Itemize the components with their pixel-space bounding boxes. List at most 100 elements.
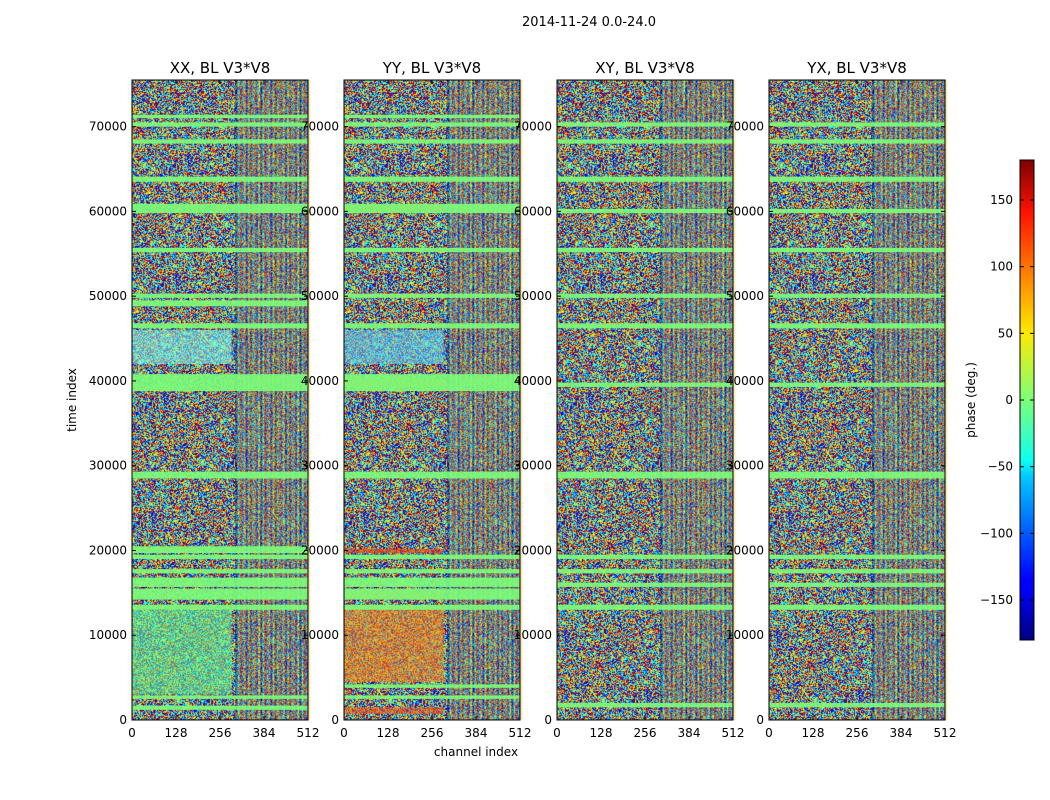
fringe-stripe	[921, 80, 925, 720]
fringe-stripe	[506, 80, 510, 720]
flagged-band	[769, 247, 945, 253]
fringe-stripe	[290, 80, 294, 720]
flagged-band	[132, 471, 308, 479]
fringe-stripe	[709, 80, 713, 720]
flagged-band	[769, 604, 945, 610]
fringe-stripe	[471, 80, 475, 720]
fringe-stripe	[874, 80, 878, 720]
fringe-stripe	[268, 80, 272, 720]
fringe-stripe	[303, 80, 307, 720]
fringe-stripe	[237, 80, 241, 720]
panels: XX, BL V3*V8 0 128 256 384 512 0 10000 20000 3000…	[89, 59, 957, 740]
colorbar-tick-label: 50	[998, 326, 1013, 340]
fringe-stripe	[917, 80, 921, 720]
fringe-stripe	[730, 80, 734, 720]
fringe-stripe	[274, 80, 278, 720]
y-tick-label: 40000	[89, 374, 127, 388]
flagged-band	[769, 139, 945, 144]
flagged-band	[557, 323, 733, 329]
fringe-stripe	[732, 80, 736, 720]
fringe-stripe	[713, 80, 717, 720]
flagged-band	[557, 208, 733, 214]
flagged-band	[769, 323, 945, 329]
flagged-band	[769, 569, 945, 574]
y-tick-label: 0	[756, 713, 764, 727]
flagged-band	[769, 382, 945, 387]
panel-yx: YX, BL V3*V8 0 128 256 384 512 0 10000 20000 3000…	[726, 59, 957, 740]
fringe-stripe	[294, 80, 298, 720]
y-tick-label: 40000	[514, 374, 552, 388]
x-tick-label: 256	[634, 726, 657, 740]
fringe-stripe	[247, 80, 251, 720]
phase-band	[344, 330, 444, 364]
y-tick-label: 30000	[89, 459, 127, 473]
fringe-stripe	[711, 80, 715, 720]
fringe-stripe	[278, 80, 282, 720]
flagged-band	[557, 382, 733, 387]
flagged-band	[769, 582, 945, 587]
y-tick-label: 50000	[726, 289, 764, 303]
flagged-band	[344, 569, 520, 574]
fringe-stripe	[672, 80, 676, 720]
colorbar-tick-label: 100	[990, 260, 1013, 274]
fringe-stripe	[465, 80, 469, 720]
flagged-band	[344, 554, 520, 559]
fringe-stripe	[266, 80, 270, 720]
fringe-stripe	[915, 80, 919, 720]
flagged-band	[344, 247, 520, 253]
fringe-stripe	[901, 80, 904, 720]
y-tick-label: 60000	[301, 204, 339, 218]
phase-band	[344, 707, 444, 715]
fringe-stripe	[684, 80, 688, 720]
fringe-stripe	[473, 80, 477, 720]
y-tick-label: 50000	[514, 289, 552, 303]
y-tick-label: 0	[331, 713, 339, 727]
fringe-stripe	[929, 80, 933, 720]
flagged-band	[557, 582, 733, 587]
flagged-band	[557, 604, 733, 610]
fringe-stripe	[707, 80, 711, 720]
fringe-stripe	[492, 80, 496, 720]
flagged-band	[344, 695, 520, 699]
fringe-stripe	[297, 80, 300, 720]
fringe-stripe	[453, 80, 457, 720]
fringe-stripe	[494, 80, 498, 720]
y-tick-label: 30000	[726, 459, 764, 473]
fringe-stripe	[686, 80, 690, 720]
fringe-stripe	[905, 80, 909, 720]
fringe-stripe	[502, 80, 506, 720]
x-tick-label: 384	[890, 726, 913, 740]
fringe-stripe	[488, 80, 492, 720]
flagged-band	[132, 300, 308, 307]
flagged-band	[769, 703, 945, 708]
flagged-band	[344, 323, 520, 329]
y-tick-label: 0	[119, 713, 127, 727]
fringe-stripe	[676, 80, 680, 720]
fringe-stripe	[484, 80, 488, 720]
y-tick-label: 70000	[301, 120, 339, 134]
fringe-stripe	[457, 80, 461, 720]
fringe-stripe	[241, 80, 245, 720]
colorbar-tick-label: −50	[988, 460, 1013, 474]
fringe-stripe	[682, 80, 686, 720]
y-tick-label: 10000	[301, 628, 339, 642]
phase-band	[132, 330, 232, 364]
fringe-stripe	[872, 80, 876, 720]
x-tick-label: 0	[553, 726, 561, 740]
fringe-stripe	[243, 80, 247, 720]
fringe-stripe	[668, 80, 672, 720]
fringe-stripe	[482, 80, 486, 720]
x-tick-label: 512	[934, 726, 957, 740]
fringe-stripe	[703, 80, 707, 720]
fringe-stripe	[490, 80, 494, 720]
phase-heatmap	[769, 80, 945, 720]
flagged-band	[132, 554, 308, 559]
fringe-stripe	[264, 80, 267, 720]
flagged-band	[344, 588, 520, 600]
y-tick-label: 0	[544, 713, 552, 727]
fringe-stripe	[880, 80, 884, 720]
fringe-stripe	[513, 80, 517, 720]
fringe-region	[872, 80, 948, 720]
fringe-stripe	[715, 80, 719, 720]
flagged-band	[344, 203, 520, 214]
